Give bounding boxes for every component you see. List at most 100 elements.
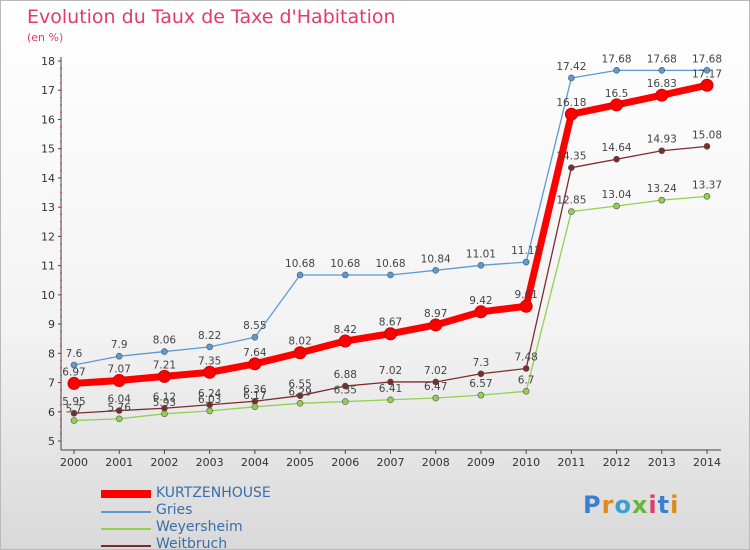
data-label: 9.61	[514, 289, 537, 301]
y-tick-label: 6	[48, 406, 55, 419]
data-label: 7.35	[198, 355, 221, 367]
data-label: 6.36	[243, 384, 267, 396]
data-point	[341, 382, 349, 390]
data-label: 5.95	[62, 396, 85, 408]
x-tick-label: 2000	[60, 456, 88, 469]
data-label: 8.06	[153, 335, 177, 347]
data-label: 7.6	[66, 348, 83, 360]
data-label: 6.35	[334, 385, 357, 397]
data-label: 10.68	[375, 258, 405, 270]
data-point	[338, 334, 352, 348]
data-point	[387, 396, 394, 404]
x-tick-label: 2001	[105, 456, 133, 469]
data-label: 10.68	[285, 258, 315, 270]
data-label: 14.35	[556, 151, 586, 163]
data-label: 17.68	[692, 53, 722, 65]
legend-label: Weyersheim	[156, 519, 243, 535]
data-label: 12.85	[556, 195, 586, 207]
data-label: 7.07	[108, 363, 131, 375]
x-tick-label: 2014	[693, 456, 721, 469]
data-point	[115, 352, 123, 360]
data-label: 10.68	[330, 258, 360, 270]
x-tick-label: 2003	[196, 456, 224, 469]
x-tick-label: 2009	[467, 456, 495, 469]
data-label: 10.84	[421, 253, 451, 265]
x-tick-label: 2004	[241, 456, 269, 469]
data-point	[522, 258, 530, 266]
y-tick-label: 12	[41, 230, 55, 243]
data-point	[658, 147, 666, 155]
data-point	[384, 327, 397, 341]
data-point	[161, 410, 168, 418]
data-point	[70, 409, 78, 417]
y-tick-label: 17	[41, 84, 55, 97]
data-label: 16.5	[605, 88, 628, 100]
y-tick-label: 11	[41, 260, 55, 273]
data-label: 6.04	[108, 394, 132, 406]
data-label: 15.08	[692, 129, 722, 141]
y-tick-label: 18	[41, 55, 55, 68]
data-label: 7.48	[514, 352, 537, 364]
data-point	[522, 388, 530, 395]
data-point	[658, 67, 666, 74]
data-point	[341, 398, 349, 405]
data-point	[703, 193, 711, 200]
proxiti-logo: Proxiti	[583, 491, 680, 519]
data-label: 13.04	[602, 189, 632, 201]
data-label: 8.22	[198, 330, 221, 342]
data-point	[658, 196, 666, 204]
data-point	[70, 361, 78, 369]
data-point	[613, 202, 620, 210]
data-label: 16.83	[647, 78, 677, 90]
x-tick-label: 2005	[286, 456, 314, 469]
data-point	[293, 346, 307, 360]
data-point	[115, 407, 123, 414]
data-label: 7.9	[111, 339, 128, 351]
data-point	[206, 407, 213, 415]
x-tick-label: 2007	[377, 456, 405, 469]
data-point	[568, 74, 575, 82]
data-label: 7.02	[424, 365, 447, 377]
data-label: 11.12	[511, 245, 541, 257]
data-point	[477, 391, 485, 399]
x-tick-label: 2002	[150, 456, 178, 469]
data-point	[206, 343, 213, 351]
data-label: 6.7	[518, 374, 535, 386]
data-label: 17.68	[647, 53, 677, 65]
data-label: 7.64	[243, 347, 267, 359]
data-point	[568, 164, 575, 171]
data-label: 14.64	[602, 142, 632, 154]
data-label: 14.93	[647, 134, 677, 146]
x-tick-label: 2013	[648, 456, 676, 469]
data-point	[613, 67, 620, 74]
x-tick-label: 2006	[331, 456, 359, 469]
data-label: 5.76	[108, 402, 132, 414]
data-label: 6.29	[288, 386, 311, 398]
data-label: 6.55	[288, 379, 311, 391]
data-point	[613, 155, 620, 163]
data-point	[610, 98, 624, 112]
data-point	[700, 78, 714, 92]
data-point	[655, 88, 669, 102]
data-label: 7.02	[379, 365, 402, 377]
legend-label: Weitbruch	[156, 536, 228, 550]
y-tick-label: 9	[48, 318, 55, 331]
chart-subtitle: (en %)	[27, 31, 64, 44]
data-label: 7.21	[153, 359, 176, 371]
data-point	[568, 208, 575, 215]
data-label: 17.68	[602, 53, 632, 65]
data-point	[519, 299, 533, 313]
data-label: 17.17	[692, 68, 722, 80]
data-point	[112, 373, 126, 387]
data-point	[477, 370, 485, 378]
data-label: 5.93	[153, 397, 176, 409]
data-point	[251, 333, 259, 341]
legend-swatch	[101, 490, 151, 498]
data-label: 8.97	[424, 308, 447, 320]
data-point	[432, 378, 440, 386]
data-point	[296, 399, 304, 407]
x-tick-label: 2010	[512, 456, 540, 469]
data-label: 6.12	[153, 391, 176, 403]
